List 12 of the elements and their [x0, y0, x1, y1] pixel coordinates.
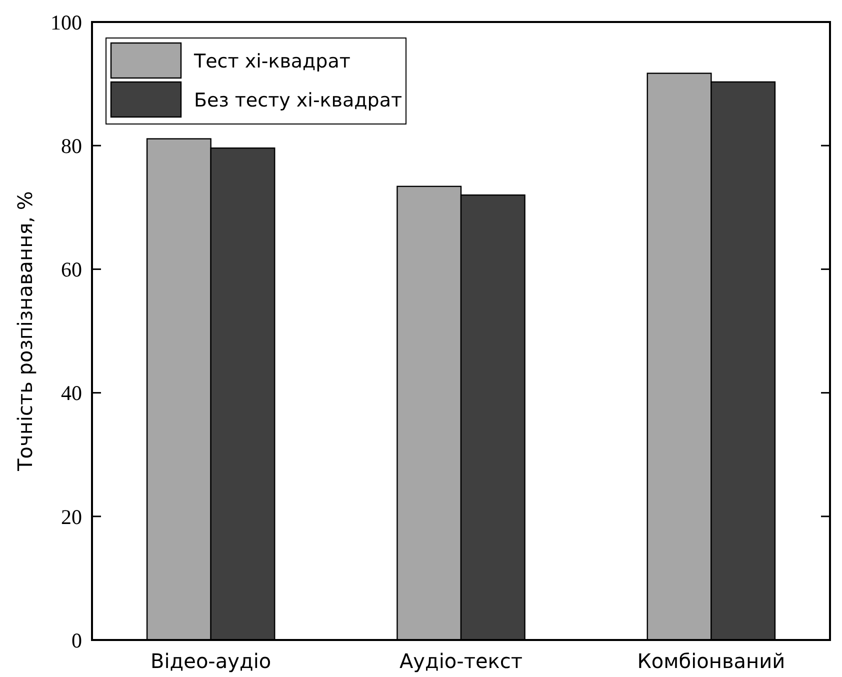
y-axis-title: Точність розпізнавання, % — [13, 191, 37, 472]
y-tick-label: 80 — [61, 134, 82, 158]
x-tick-label: Відео-аудіо — [150, 649, 272, 673]
y-tick-label: 60 — [61, 258, 82, 282]
y-tick-label: 100 — [50, 10, 82, 34]
x-tick-label: Аудіо-текст — [399, 649, 523, 673]
y-tick-label: 0 — [72, 628, 82, 652]
legend-label: Без тесту хі-квадрат — [194, 90, 402, 112]
y-tick-label: 20 — [61, 504, 82, 529]
y-tick-label: 40 — [61, 381, 82, 406]
x-tick-label: Комбіонваний — [637, 649, 786, 673]
legend-label: Тест хі-квадрат — [193, 50, 350, 73]
